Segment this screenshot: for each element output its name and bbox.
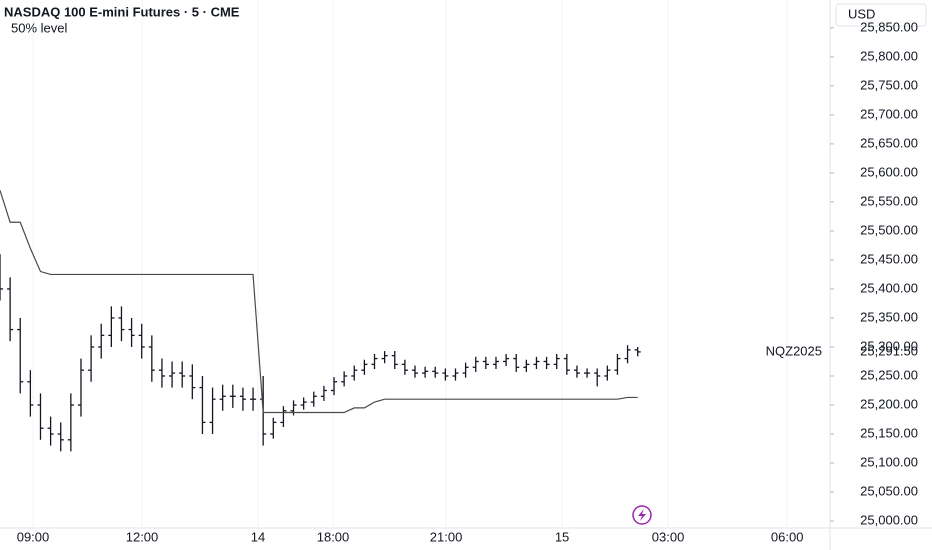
y-tick-label: 25,800.00 (860, 48, 918, 63)
x-tick-label: 06:00 (771, 529, 804, 544)
x-tick-label: 09:00 (17, 529, 50, 544)
x-tick-label: 12:00 (126, 529, 159, 544)
live-icon[interactable] (632, 505, 652, 525)
y-tick-label: 25,650.00 (860, 135, 918, 150)
x-tick-label: 15 (555, 529, 569, 544)
x-tick-label: 18:00 (317, 529, 350, 544)
y-tick-label: 25,750.00 (860, 77, 918, 92)
y-tick-label: 25,850.00 (860, 19, 918, 34)
x-tick-label: 21:00 (430, 529, 463, 544)
y-tick-label: 25,100.00 (860, 454, 918, 469)
y-tick-label: 25,200.00 (860, 396, 918, 411)
y-tick-label: 25,700.00 (860, 106, 918, 121)
y-tick-label: 25,450.00 (860, 251, 918, 266)
y-tick-label: 25,050.00 (860, 483, 918, 498)
y-tick-label: 25,250.00 (860, 367, 918, 382)
last-price-label: 25,291.50 (860, 343, 918, 358)
x-tick-label: 03:00 (652, 529, 685, 544)
symbol-label: NQZ2025 (766, 343, 822, 358)
y-tick-label: 25,500.00 (860, 222, 918, 237)
legend-entry: 50% level (11, 20, 67, 35)
y-tick-label: 25,150.00 (860, 425, 918, 440)
x-tick-label: 14 (251, 529, 265, 544)
y-tick-label: 25,400.00 (860, 280, 918, 295)
y-tick-label: 25,600.00 (860, 164, 918, 179)
currency[interactable]: USD (848, 6, 875, 21)
y-tick-label: 25,350.00 (860, 309, 918, 324)
currency-box[interactable] (835, 3, 927, 27)
chart-title: NASDAQ 100 E-mini Futures · 5 · CME (4, 4, 240, 19)
y-tick-label: 25,550.00 (860, 193, 918, 208)
y-tick-label: 25,000.00 (860, 512, 918, 527)
plot (0, 0, 788, 528)
y-tick-label: 25,300.00 (860, 338, 918, 353)
level-line (0, 190, 638, 414)
